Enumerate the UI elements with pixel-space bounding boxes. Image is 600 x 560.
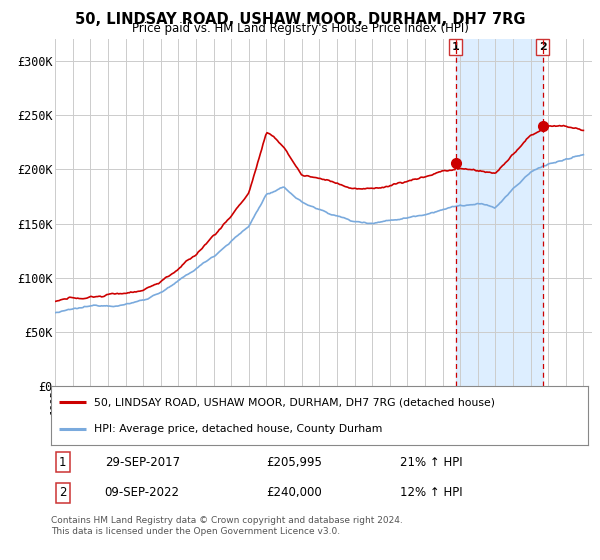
- Text: £240,000: £240,000: [266, 487, 322, 500]
- Text: £205,995: £205,995: [266, 456, 322, 469]
- Text: 50, LINDSAY ROAD, USHAW MOOR, DURHAM, DH7 7RG (detached house): 50, LINDSAY ROAD, USHAW MOOR, DURHAM, DH…: [94, 397, 495, 407]
- Text: 1: 1: [452, 42, 460, 52]
- Text: 50, LINDSAY ROAD, USHAW MOOR, DURHAM, DH7 7RG: 50, LINDSAY ROAD, USHAW MOOR, DURHAM, DH…: [75, 12, 525, 27]
- Text: 2: 2: [539, 42, 547, 52]
- Text: 12% ↑ HPI: 12% ↑ HPI: [400, 487, 463, 500]
- Text: 09-SEP-2022: 09-SEP-2022: [105, 487, 180, 500]
- Text: HPI: Average price, detached house, County Durham: HPI: Average price, detached house, Coun…: [94, 424, 382, 435]
- Bar: [456, 39, 543, 386]
- Text: 1: 1: [59, 456, 67, 469]
- Text: 21% ↑ HPI: 21% ↑ HPI: [400, 456, 463, 469]
- Text: Price paid vs. HM Land Registry's House Price Index (HPI): Price paid vs. HM Land Registry's House …: [131, 22, 469, 35]
- Text: Contains HM Land Registry data © Crown copyright and database right 2024.
This d: Contains HM Land Registry data © Crown c…: [51, 516, 403, 536]
- Text: 2: 2: [59, 487, 67, 500]
- Text: 29-SEP-2017: 29-SEP-2017: [105, 456, 180, 469]
